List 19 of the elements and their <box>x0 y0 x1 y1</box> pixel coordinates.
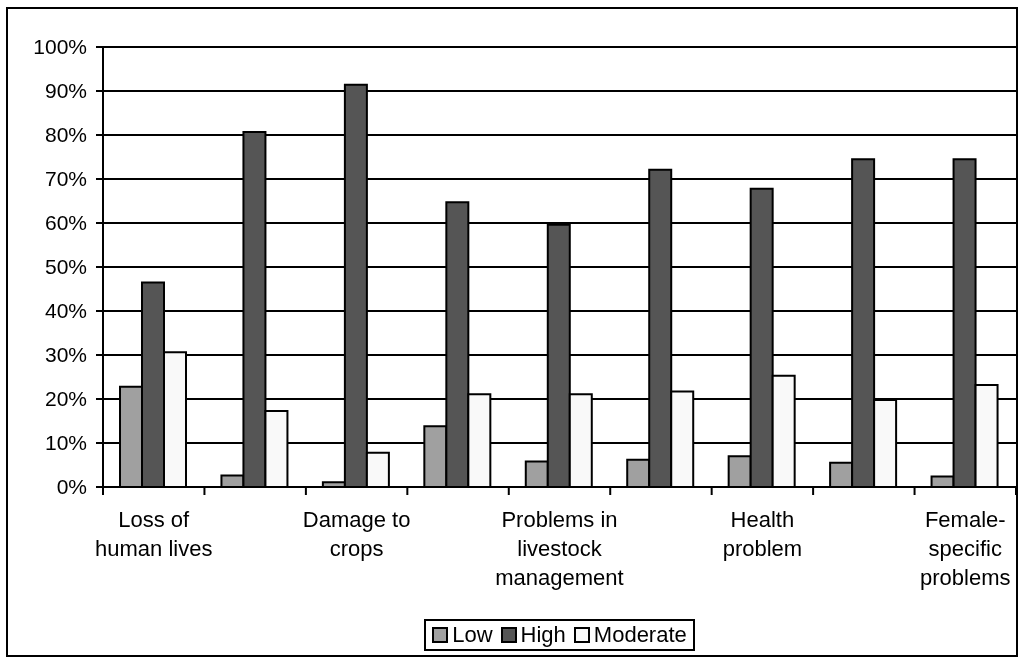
x-tick-label: Loss of human lives <box>95 507 213 561</box>
y-tick-label: 40% <box>44 299 87 323</box>
legend-label: Moderate <box>593 622 687 648</box>
x-tick-label: Female-specific problems <box>920 507 1011 590</box>
y-tick-label: 80% <box>44 123 87 147</box>
y-tick-label: 70% <box>44 167 87 191</box>
y-tick-label: 100% <box>33 35 87 59</box>
y-tick-label: 0% <box>56 475 87 499</box>
legend-label: Low <box>452 622 493 648</box>
y-tick-label: 20% <box>44 387 87 411</box>
x-tick-label: Problems in livestock management <box>495 507 624 590</box>
y-tick-label: 90% <box>44 79 87 103</box>
y-tick-label: 10% <box>44 431 87 455</box>
x-tick-label: Damage to crops <box>302 507 411 561</box>
legend-label: High <box>520 622 566 648</box>
y-tick-label: 30% <box>44 343 87 367</box>
y-tick-label: 60% <box>44 211 87 235</box>
y-tick-label: 50% <box>44 255 87 279</box>
x-tick-label: Health problem <box>722 507 803 561</box>
